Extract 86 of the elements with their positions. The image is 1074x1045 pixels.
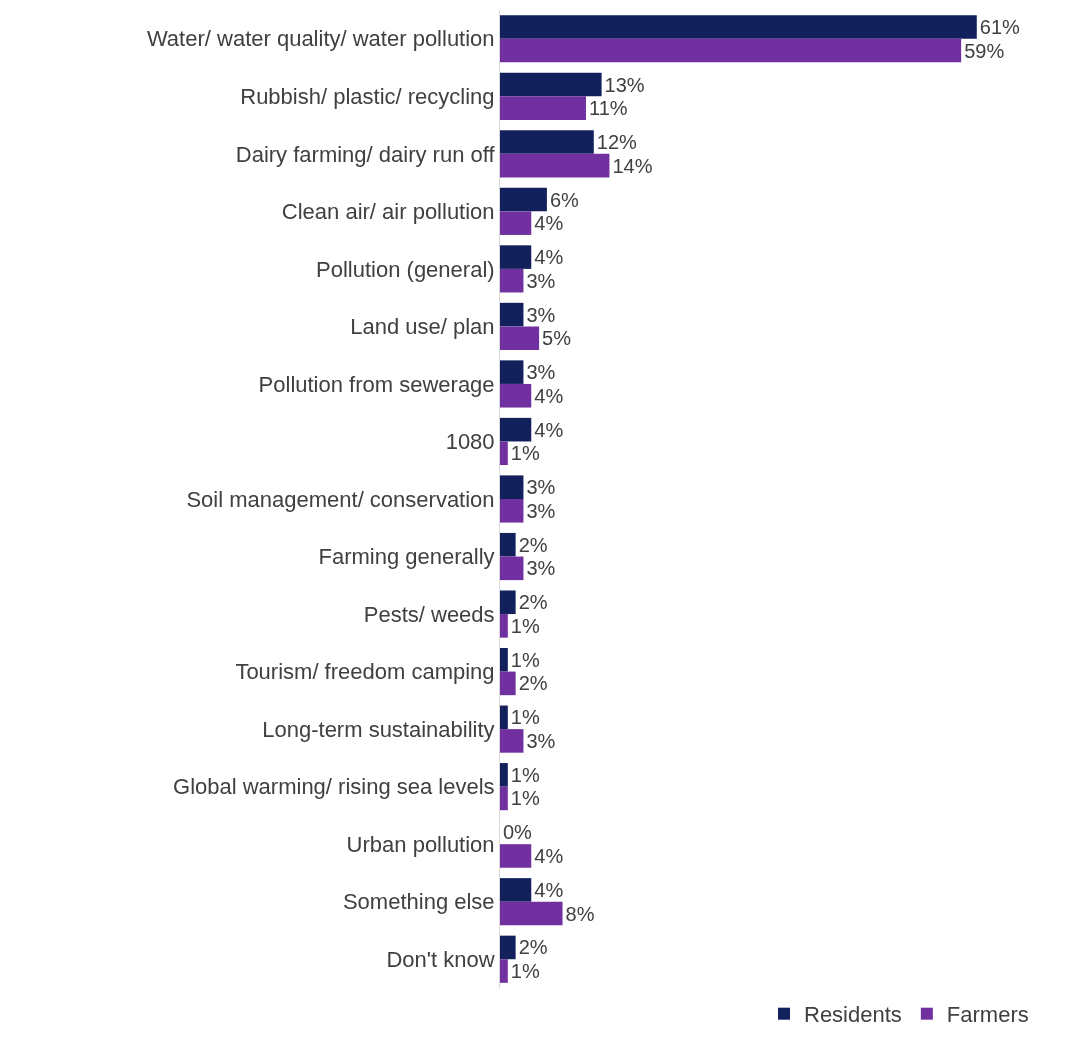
data-label: 1% — [510, 614, 540, 637]
bar — [500, 441, 508, 466]
y-tick-label: Land use/ plan — [350, 314, 495, 340]
data-label: 3% — [526, 361, 556, 384]
bar — [500, 326, 540, 350]
data-label: 3% — [526, 269, 556, 292]
y-tick-label: Farming generally — [318, 544, 495, 570]
y-tick-label: Tourism/ freedom camping — [235, 659, 495, 685]
data-label: 3% — [526, 476, 556, 499]
data-label: 11% — [588, 97, 628, 120]
bar — [500, 729, 524, 753]
data-label: 2% — [518, 672, 548, 695]
y-tick-label: Urban pollution — [346, 831, 495, 857]
bar — [500, 268, 524, 293]
bar — [500, 96, 586, 120]
bar — [500, 38, 962, 63]
bar — [500, 211, 532, 235]
y-tick-label: Rubbish/ plastic/ recycling — [240, 83, 495, 109]
data-label: 3% — [526, 499, 556, 522]
legend-label: Farmers — [946, 1002, 1029, 1028]
bar — [500, 475, 524, 499]
data-label: 4% — [534, 246, 564, 269]
data-label: 3% — [526, 303, 556, 326]
data-label: 14% — [612, 154, 653, 177]
bar — [500, 763, 508, 787]
bar — [500, 671, 516, 696]
data-label: 4% — [534, 844, 564, 867]
data-label: 12% — [596, 131, 638, 154]
data-label: 0% — [503, 821, 533, 844]
y-tick-label: Clean air/ air pollution — [281, 199, 495, 225]
data-label: 1% — [510, 706, 540, 729]
data-label: 59% — [964, 39, 1005, 62]
data-label: 1% — [510, 787, 540, 810]
bar — [500, 15, 977, 39]
bar — [500, 786, 508, 811]
y-tick-label: Pollution (general) — [316, 256, 495, 282]
bar — [500, 499, 524, 523]
bar — [500, 878, 532, 902]
data-label: 2% — [518, 591, 548, 614]
y-tick-label: Pollution from sewerage — [258, 371, 495, 397]
data-label: 3% — [526, 729, 556, 752]
y-tick-label: Pests/ weeds — [363, 601, 495, 627]
bar — [500, 302, 524, 327]
bar — [500, 556, 524, 581]
bar — [500, 959, 508, 983]
bar — [500, 935, 516, 960]
bar — [500, 383, 532, 408]
bar — [500, 901, 563, 926]
y-tick-label: Soil management/ conservation — [186, 486, 495, 512]
data-label: 1% — [510, 442, 540, 465]
bar — [500, 844, 532, 868]
y-tick-label: Dairy farming/ dairy run off — [235, 141, 496, 167]
bar — [500, 417, 532, 442]
bar — [500, 245, 532, 269]
y-tick-label: Something else — [342, 889, 495, 915]
data-label: 1% — [510, 763, 540, 786]
y-tick-label: Global warming/ rising sea levels — [173, 774, 495, 800]
data-label: 3% — [526, 557, 556, 580]
data-label: 1% — [510, 648, 540, 671]
bar — [500, 614, 508, 638]
data-label: 2% — [518, 936, 548, 959]
data-label: 6% — [549, 188, 580, 211]
y-tick-label: Water/ water quality/ water pollution — [146, 26, 495, 52]
data-label: 4% — [534, 878, 564, 901]
bar — [500, 72, 602, 97]
y-tick-label: Long-term sustainability — [262, 716, 495, 742]
bar — [500, 648, 508, 672]
bar — [500, 590, 516, 615]
bar — [500, 705, 508, 730]
y-tick-label: 1080 — [445, 429, 495, 455]
y-tick-label: Don't know — [386, 946, 495, 972]
data-label: 61% — [979, 15, 1021, 38]
data-label: 4% — [534, 212, 564, 235]
data-label: 1% — [510, 960, 540, 983]
data-label: 2% — [518, 533, 548, 556]
bar — [500, 360, 524, 384]
data-label: 8% — [565, 902, 595, 925]
data-label: 5% — [542, 327, 572, 350]
bar — [500, 130, 594, 154]
data-label: 4% — [534, 384, 564, 407]
bar — [500, 153, 610, 178]
legend-label: Residents — [804, 1002, 902, 1028]
bar — [500, 187, 547, 212]
data-label: 13% — [604, 73, 645, 96]
bar — [500, 532, 516, 557]
data-label: 4% — [534, 418, 564, 441]
